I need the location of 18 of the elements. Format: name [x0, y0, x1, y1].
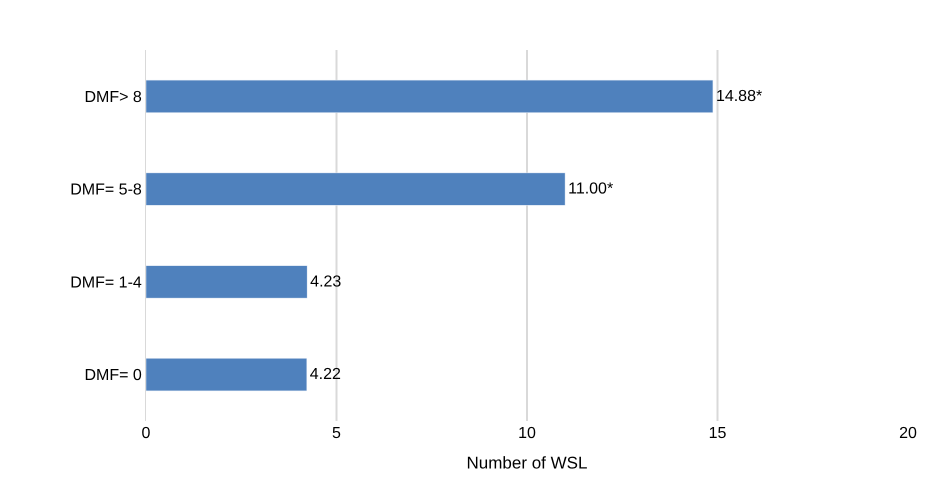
bar [146, 358, 308, 392]
data-label: 14.88* [716, 88, 762, 105]
y-tick-label: DMF= 0 [84, 367, 142, 384]
x-tick-label: 20 [899, 425, 917, 442]
x-tick-label: 10 [518, 425, 536, 442]
x-tick-label: 0 [142, 425, 151, 442]
bar [146, 80, 714, 113]
data-label: 4.23 [310, 273, 342, 290]
data-label: 11.00* [568, 180, 614, 198]
x-tick-label: 5 [332, 425, 342, 442]
data-label: 4.22 [310, 366, 342, 384]
bar [146, 265, 308, 298]
x-axis-title: Number of WSL [466, 453, 588, 472]
y-tick-label: DMF= 5-8 [70, 182, 142, 199]
y-tick-label: DMF= 1-4 [70, 274, 142, 292]
x-tick-label: 15 [708, 425, 726, 442]
y-tick-label: DMF> 8 [84, 88, 142, 106]
bar [146, 172, 566, 206]
